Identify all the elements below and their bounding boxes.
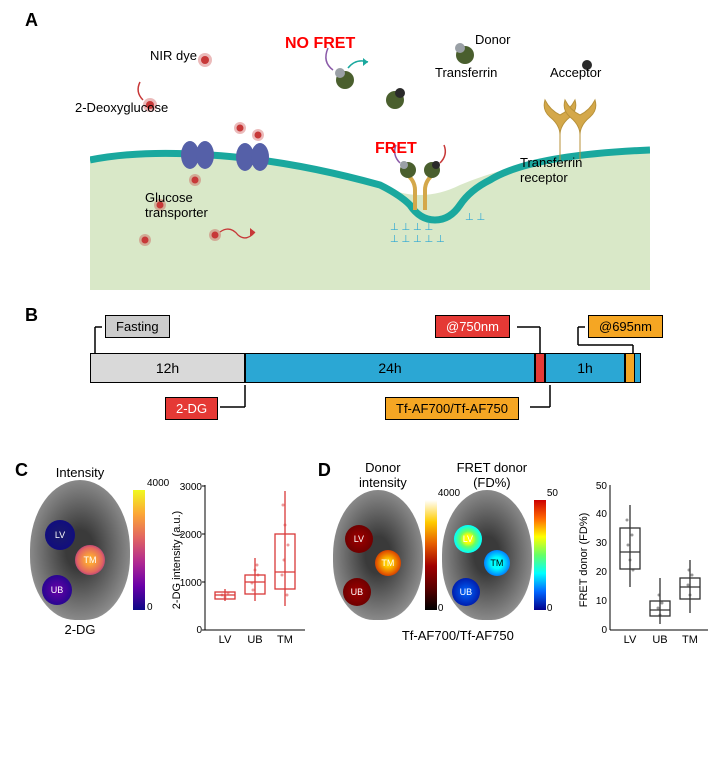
panel-d-bottom-label: Tf-AF700/Tf-AF750 xyxy=(358,628,558,643)
bar-orange-slice xyxy=(625,353,635,383)
svg-text:0: 0 xyxy=(601,625,607,636)
svg-text:⊥ ⊥ ⊥ ⊥: ⊥ ⊥ ⊥ ⊥ xyxy=(390,222,433,233)
svg-text:0: 0 xyxy=(196,625,202,636)
svg-text:3000: 3000 xyxy=(180,482,203,493)
panel-c-boxplot: 0 1000 2000 3000 2-DG intensity (a.u.) xyxy=(170,475,310,655)
svg-text:40: 40 xyxy=(596,509,608,520)
roi-d2-tm: TM xyxy=(484,550,510,576)
svg-text:UB: UB xyxy=(652,634,667,646)
svg-text:10: 10 xyxy=(596,596,608,607)
panel-d-fret-title: FRET donor (FD%) xyxy=(442,460,542,490)
roi-d-tm: TM xyxy=(375,550,401,576)
colorbar-d1 xyxy=(425,500,437,610)
panel-c-mouse-image: LV TM UB xyxy=(30,480,130,620)
bar-12h: 12h xyxy=(90,353,245,383)
roi-d2-ub: UB xyxy=(452,578,480,606)
bar-tail xyxy=(635,353,641,383)
svg-text:1000: 1000 xyxy=(180,578,203,589)
nir-dye-label: NIR dye xyxy=(150,48,197,63)
panel-a: A xyxy=(10,10,715,290)
bar-24h: 24h xyxy=(245,353,535,383)
colorbar-d2 xyxy=(534,500,546,610)
svg-text:UB: UB xyxy=(247,634,262,646)
svg-text:50: 50 xyxy=(596,481,608,492)
svg-text:TM: TM xyxy=(682,634,698,646)
panel-d-donor-title: Donor intensity xyxy=(333,460,433,490)
svg-text:TM: TM xyxy=(277,634,293,646)
legend-donor-icon xyxy=(455,43,474,64)
roi-d2-lv: LV xyxy=(454,525,482,553)
panel-d-donor-image: LV TM UB xyxy=(333,490,423,620)
cb-d2-max: 50 xyxy=(547,488,558,499)
svg-text:2000: 2000 xyxy=(180,530,203,541)
roi-lv: LV xyxy=(45,520,75,550)
panel-b-label: B xyxy=(25,305,38,326)
glucose-transporter-label: Glucose transporter xyxy=(145,190,208,220)
panel-a-label: A xyxy=(25,10,38,31)
tf-box: Tf-AF700/Tf-AF750 xyxy=(385,397,519,420)
c-ylabel: 2-DG intensity (a.u.) xyxy=(171,511,183,609)
panel-d-fret-image: LV TM UB xyxy=(442,490,532,620)
svg-text:LV: LV xyxy=(624,634,637,646)
d-ylabel: FRET donor (FD%) xyxy=(578,513,590,608)
transferrin-receptor-label: Transferrin receptor xyxy=(520,155,582,185)
panel-d-label: D xyxy=(318,460,331,481)
acceptor-label: Acceptor xyxy=(550,65,601,80)
panel-c-bottom-label: 2-DG xyxy=(30,622,130,637)
panel-b: B Fasting @750nm @695nm 12h 24h 1h xyxy=(10,305,715,445)
roi-tm: TM xyxy=(75,545,105,575)
no-fret-label: NO FRET xyxy=(285,35,355,53)
no-fret-pair-icon xyxy=(326,48,405,109)
svg-text:20: 20 xyxy=(596,567,608,578)
panel-b-timeline: Fasting @750nm @695nm 12h 24h 1h 2-DG xyxy=(90,315,650,435)
panel-c: C Intensity LV TM UB 4000 0 2-DG xyxy=(10,460,308,710)
cb-c-max: 4000 xyxy=(147,478,169,489)
cb-d1-max: 4000 xyxy=(438,488,460,499)
svg-text:30: 30 xyxy=(596,538,608,549)
cb-d1-min: 0 xyxy=(438,603,444,614)
cb-d2-min: 0 xyxy=(547,603,553,614)
svg-text:⊥ ⊥ ⊥ ⊥ ⊥: ⊥ ⊥ ⊥ ⊥ ⊥ xyxy=(390,234,445,245)
roi-d-lv: LV xyxy=(345,525,373,553)
panel-d: D Donor intensity LV TM UB 4000 0 xyxy=(318,460,715,710)
svg-text:⊥ ⊥: ⊥ ⊥ xyxy=(465,212,485,223)
panel-c-intensity-title: Intensity xyxy=(30,465,130,480)
colorbar-c xyxy=(133,490,145,610)
panel-c-label: C xyxy=(15,460,28,481)
transferrin-label: Transferrin xyxy=(435,65,497,80)
donor-label: Donor xyxy=(475,32,510,47)
svg-text:LV: LV xyxy=(219,634,232,646)
dg2-box: 2-DG xyxy=(165,397,218,420)
panel-d-boxplot: 0 10 20 30 40 50 FRET donor (FD%) xyxy=(578,475,713,655)
bar-red-slice xyxy=(535,353,545,383)
deoxyglucose-label: 2-Deoxyglucose xyxy=(75,100,168,115)
roi-d-ub: UB xyxy=(343,578,371,606)
roi-ub: UB xyxy=(42,575,72,605)
fret-label: FRET xyxy=(375,140,417,158)
panel-a-diagram: ⊥ ⊥ ⊥ ⊥ ⊥ ⊥ ⊥ ⊥ ⊥ ⊥ ⊥ xyxy=(90,20,650,280)
bar-1h: 1h xyxy=(545,353,625,383)
cb-c-min: 0 xyxy=(147,602,153,613)
